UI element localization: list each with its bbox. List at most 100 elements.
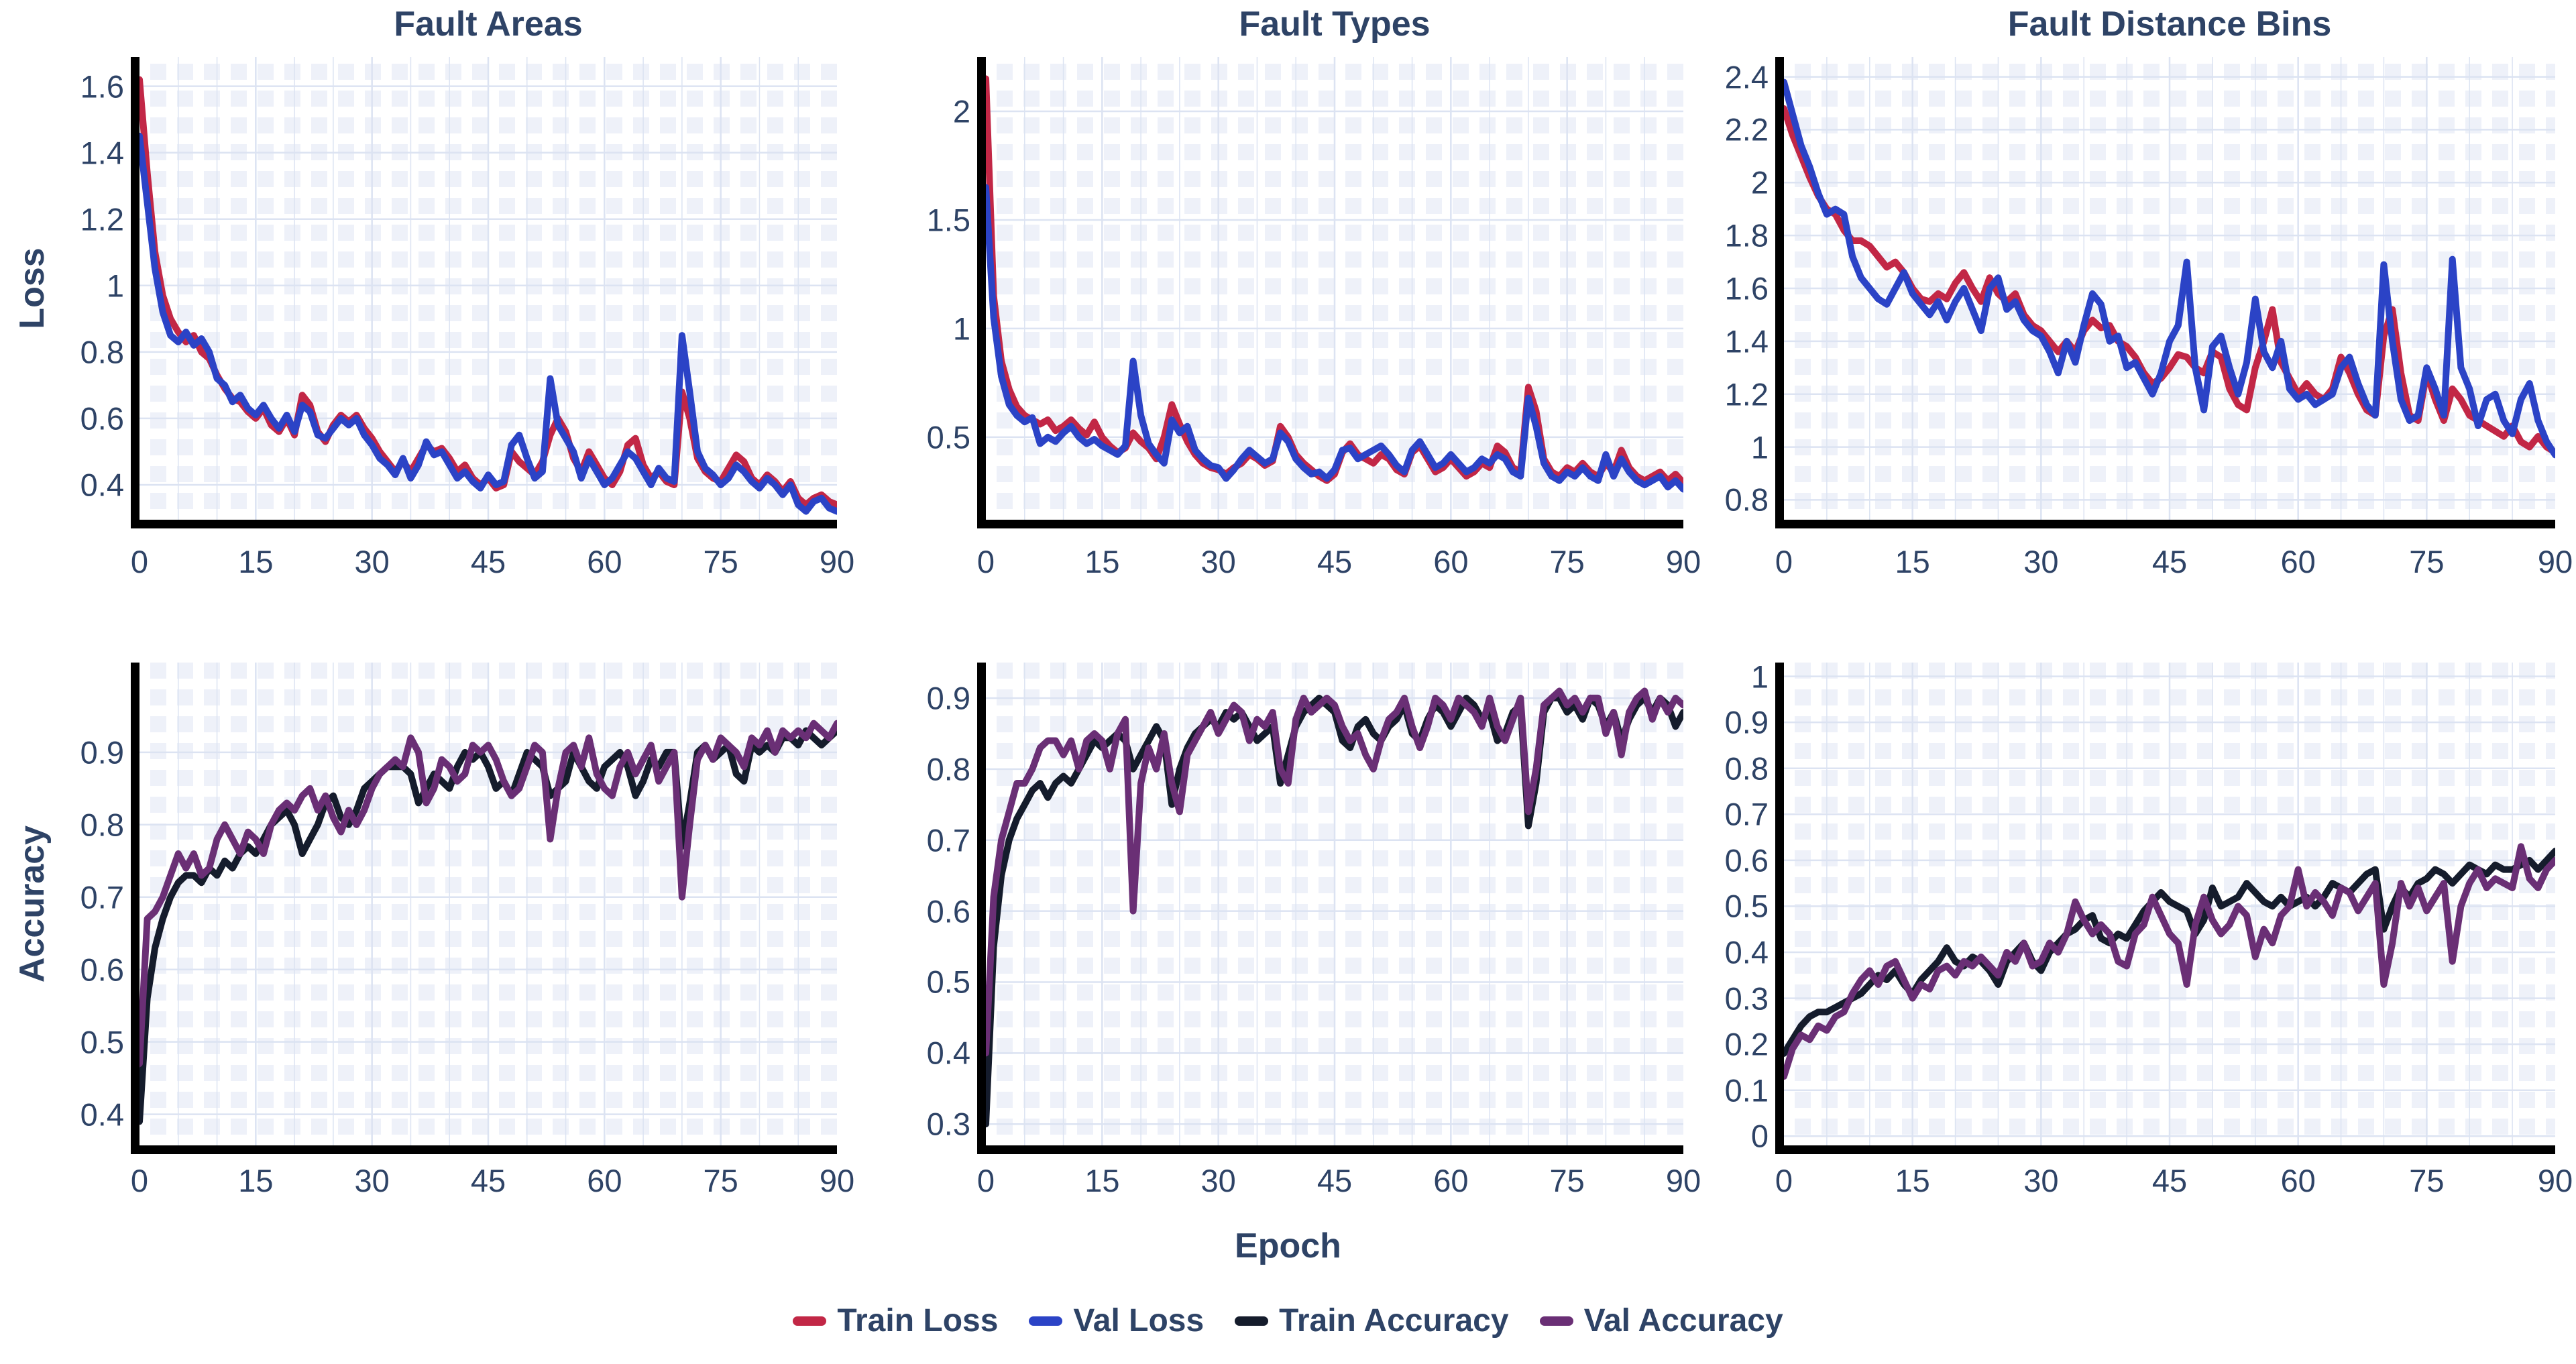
x-tick-label: 75 <box>1549 1163 1585 1198</box>
x-tick-label: 90 <box>819 1163 855 1198</box>
x-tick-label: 0 <box>1775 544 1793 579</box>
subplot-title-fault-distance-bins: Fault Distance Bins <box>2007 5 2332 44</box>
y-tick-label: 0.6 <box>1724 842 1769 878</box>
y-tick-label: 0.5 <box>926 419 970 455</box>
x-tick-label: 0 <box>130 544 149 579</box>
x-tick-label: 45 <box>2151 1163 2188 1198</box>
y-tick-label: 1.6 <box>80 68 124 105</box>
val-accuracy-line <box>1784 843 2555 1080</box>
y-tick-label: 1.2 <box>1724 376 1769 412</box>
y-tick-label: 0.5 <box>1724 888 1769 924</box>
y-tick-label: 1.2 <box>80 201 124 237</box>
x-tick-label: 60 <box>2280 544 2316 579</box>
x-tick-label: 90 <box>1665 544 1701 579</box>
plot-area-fault-types-loss <box>977 57 1683 528</box>
y-tick-label: 0 <box>1750 1118 1769 1154</box>
y-tick-label: 2 <box>1750 164 1769 201</box>
legend-item-val-loss: Val Loss <box>1029 1302 1204 1339</box>
plot-area-fault-distance-bins-accuracy <box>1775 663 2555 1154</box>
x-tick-label: 45 <box>470 1163 506 1198</box>
x-tick-label: 15 <box>1084 1163 1120 1198</box>
plot-area-fault-areas-loss <box>131 57 837 528</box>
x-tick-label: 30 <box>354 1163 390 1198</box>
y-tick-label: 1.6 <box>1724 270 1769 306</box>
y-tick-label: 0.4 <box>926 1035 970 1071</box>
y-tick-label: 0.6 <box>80 400 124 437</box>
val-accuracy-line <box>139 720 837 1067</box>
x-tick-label: 15 <box>238 1163 274 1198</box>
series-lines <box>139 663 837 1145</box>
figure-legend: Train Loss Val Loss Train Accuracy Val Accu… <box>0 1302 2576 1339</box>
y-tick-label: 1.8 <box>1724 217 1769 253</box>
legend-item-train-accuracy: Train Accuracy <box>1235 1302 1509 1339</box>
x-tick-label: 75 <box>2409 1163 2445 1198</box>
x-tick-label: 30 <box>2023 1163 2059 1198</box>
legend-swatch-train-accuracy <box>1235 1316 1269 1326</box>
series-lines <box>986 57 1683 520</box>
legend-swatch-train-loss <box>793 1316 827 1326</box>
y-axis-label-accuracy: Accuracy <box>13 825 52 983</box>
legend-label: Train Loss <box>837 1303 999 1339</box>
val-loss-line <box>986 184 1683 493</box>
y-tick-label: 2 <box>952 93 970 129</box>
x-tick-label: 15 <box>1895 544 1930 579</box>
y-tick-label: 0.5 <box>926 964 970 1000</box>
y-axis-label-loss: Loss <box>13 247 52 329</box>
x-tick-label: 45 <box>1317 544 1353 579</box>
y-tick-label: 1 <box>1750 659 1769 695</box>
y-tick-label: 2.4 <box>1724 59 1769 95</box>
x-tick-label: 15 <box>1895 1163 1930 1198</box>
legend-item-train-loss: Train Loss <box>793 1302 998 1339</box>
x-tick-label: 0 <box>1775 1163 1793 1198</box>
x-tick-label: 60 <box>2280 1163 2316 1198</box>
y-tick-label: 0.7 <box>1724 796 1769 832</box>
plot-area-fault-distance-bins-loss <box>1775 57 2555 528</box>
series-lines <box>986 663 1683 1145</box>
y-tick-label: 1.5 <box>926 202 970 238</box>
x-tick-label: 0 <box>976 1163 995 1198</box>
x-tick-label: 75 <box>703 544 738 579</box>
x-tick-label: 90 <box>819 544 855 579</box>
x-tick-label: 75 <box>703 1163 738 1198</box>
x-tick-label: 60 <box>1433 544 1469 579</box>
y-tick-label: 0.6 <box>80 952 124 988</box>
legend-swatch-val-accuracy <box>1539 1316 1573 1326</box>
train-accuracy-line <box>139 727 837 1125</box>
legend-swatch-val-loss <box>1029 1316 1063 1326</box>
x-tick-label: 90 <box>2537 1163 2573 1198</box>
x-tick-label: 30 <box>1200 544 1236 579</box>
legend-label: Val Accuracy <box>1583 1303 1783 1339</box>
x-tick-label: 45 <box>470 544 506 579</box>
x-tick-label: 45 <box>1317 1163 1353 1198</box>
y-tick-label: 2.2 <box>1724 111 1769 148</box>
x-tick-label: 0 <box>130 1163 149 1198</box>
x-tick-label: 90 <box>2537 544 2573 579</box>
y-tick-label: 0.4 <box>1724 934 1769 970</box>
series-lines <box>139 57 837 520</box>
val-loss-line <box>1784 78 2555 459</box>
y-tick-label: 0.3 <box>926 1106 970 1142</box>
y-tick-label: 0.8 <box>80 334 124 370</box>
legend-item-val-accuracy: Val Accuracy <box>1539 1302 1783 1339</box>
subplot-title-fault-types: Fault Types <box>1239 5 1431 44</box>
y-tick-label: 0.8 <box>1724 481 1769 518</box>
x-tick-label: 60 <box>1433 1163 1469 1198</box>
y-tick-label: 0.1 <box>1724 1072 1769 1109</box>
y-tick-label: 0.4 <box>80 467 124 503</box>
y-tick-label: 1 <box>952 310 970 347</box>
x-tick-label: 15 <box>1084 544 1120 579</box>
y-tick-label: 0.8 <box>80 807 124 843</box>
plot-area-fault-areas-accuracy <box>131 663 837 1154</box>
y-tick-label: 0.7 <box>926 822 970 858</box>
y-tick-label: 0.9 <box>926 680 970 716</box>
x-tick-label: 45 <box>2151 544 2188 579</box>
x-tick-label: 30 <box>354 544 390 579</box>
y-tick-label: 1 <box>1750 429 1769 465</box>
x-tick-label: 60 <box>587 1163 622 1198</box>
y-tick-label: 0.6 <box>926 893 970 929</box>
val-accuracy-line <box>986 687 1683 1057</box>
y-tick-label: 0.8 <box>926 751 970 787</box>
x-tick-label: 30 <box>2023 544 2059 579</box>
x-tick-label: 75 <box>2409 544 2445 579</box>
plot-area-fault-types-accuracy <box>977 663 1683 1154</box>
